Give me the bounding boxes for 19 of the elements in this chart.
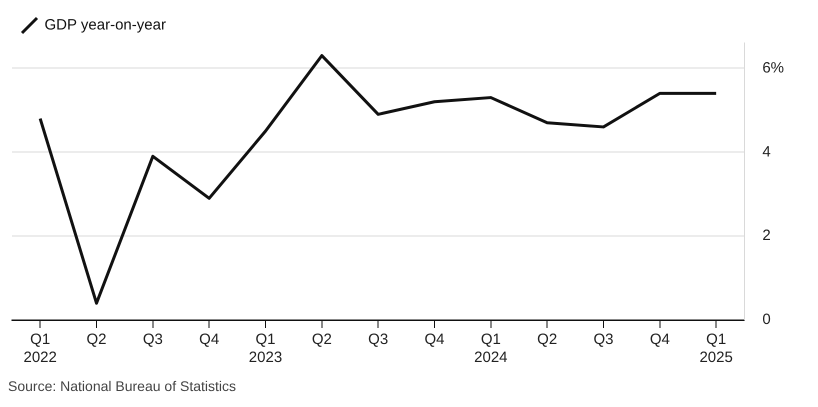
x-tick-label: Q4	[424, 331, 444, 348]
y-tick-label: 4	[762, 143, 771, 160]
x-tick-label: Q4	[199, 331, 220, 348]
x-tick-label: Q2	[312, 331, 332, 348]
x-tick-label: Q3	[368, 331, 388, 348]
x-tick-label: Q2	[537, 331, 558, 348]
legend-label: GDP year-on-year	[44, 16, 166, 34]
x-tick-label: Q1 2022	[23, 331, 57, 366]
y-tick-label: 2	[762, 227, 771, 244]
x-tick-label: Q3	[142, 331, 163, 348]
x-tick-label: Q3	[593, 331, 614, 348]
x-tick-label: Q1 2023	[248, 331, 282, 366]
x-tick-label: Q2	[86, 331, 107, 348]
x-tick-label: Q1 2025	[699, 331, 733, 366]
x-tick-label: Q4	[650, 331, 670, 348]
source-note: Source: National Bureau of Statistics	[8, 378, 238, 394]
y-tick-label: 0	[762, 311, 771, 328]
y-tick-label: 6%	[762, 59, 784, 76]
x-tick-label: Q1 2024	[474, 331, 508, 366]
